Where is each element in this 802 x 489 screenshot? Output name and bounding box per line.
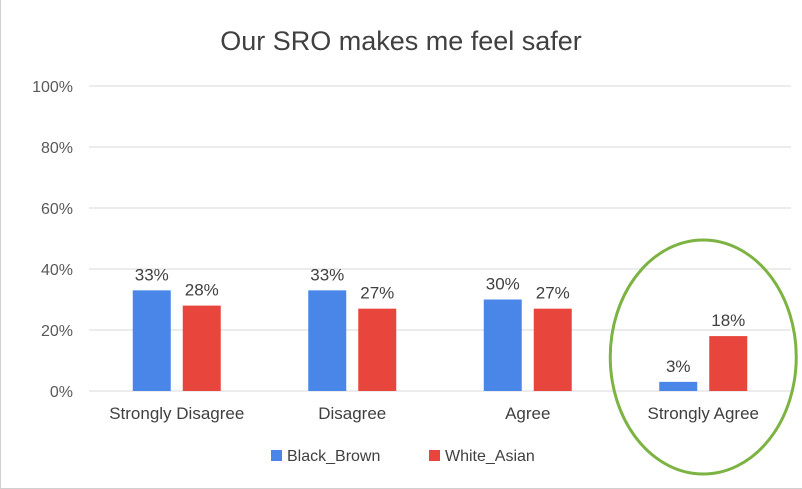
data-label: 33% <box>135 265 169 284</box>
category-label: Strongly Disagree <box>109 404 244 423</box>
y-tick-label: 60% <box>41 201 73 218</box>
data-label: 28% <box>185 281 219 300</box>
legend: Black_Brown White_Asian <box>271 448 535 465</box>
y-axis-ticks: 0% 20% 40% 60% 80% 100% <box>32 79 73 401</box>
bar-black-brown <box>483 299 522 391</box>
y-tick-label: 100% <box>32 79 73 96</box>
y-tick-label: 80% <box>41 140 73 157</box>
category-label: Strongly Agree <box>647 404 759 423</box>
bar-black-brown <box>308 290 347 391</box>
data-labels: 33% 28% 33% 27% 30% 27% 3% 18% <box>135 265 746 376</box>
highlight-ellipse <box>608 238 798 476</box>
x-axis-categories: Strongly Disagree Disagree Agree Strongly A… <box>109 404 759 423</box>
data-label: 27% <box>360 284 394 303</box>
bar-white-asian <box>709 336 748 391</box>
chart-title: Our SRO makes me feel safer <box>220 26 582 56</box>
y-tick-label: 0% <box>50 384 73 401</box>
data-label: 30% <box>486 275 520 294</box>
bar-black-brown <box>132 290 171 391</box>
highlight-annotation <box>608 238 798 476</box>
legend-label: Black_Brown <box>287 448 380 465</box>
bar-black-brown <box>659 381 698 391</box>
bars <box>132 290 748 391</box>
legend-label: White_Asian <box>445 448 535 465</box>
bar-white-asian <box>358 308 397 391</box>
category-label: Disagree <box>318 404 386 423</box>
data-label: 3% <box>666 357 691 376</box>
data-label: 33% <box>310 265 344 284</box>
legend-swatch <box>429 450 440 461</box>
data-label: 27% <box>536 284 570 303</box>
category-label: Agree <box>505 404 550 423</box>
y-tick-label: 20% <box>41 323 73 340</box>
legend-swatch <box>271 450 282 461</box>
bar-white-asian <box>182 305 221 391</box>
data-label: 18% <box>711 311 745 330</box>
bar-white-asian <box>533 308 572 391</box>
y-tick-label: 40% <box>41 262 73 279</box>
